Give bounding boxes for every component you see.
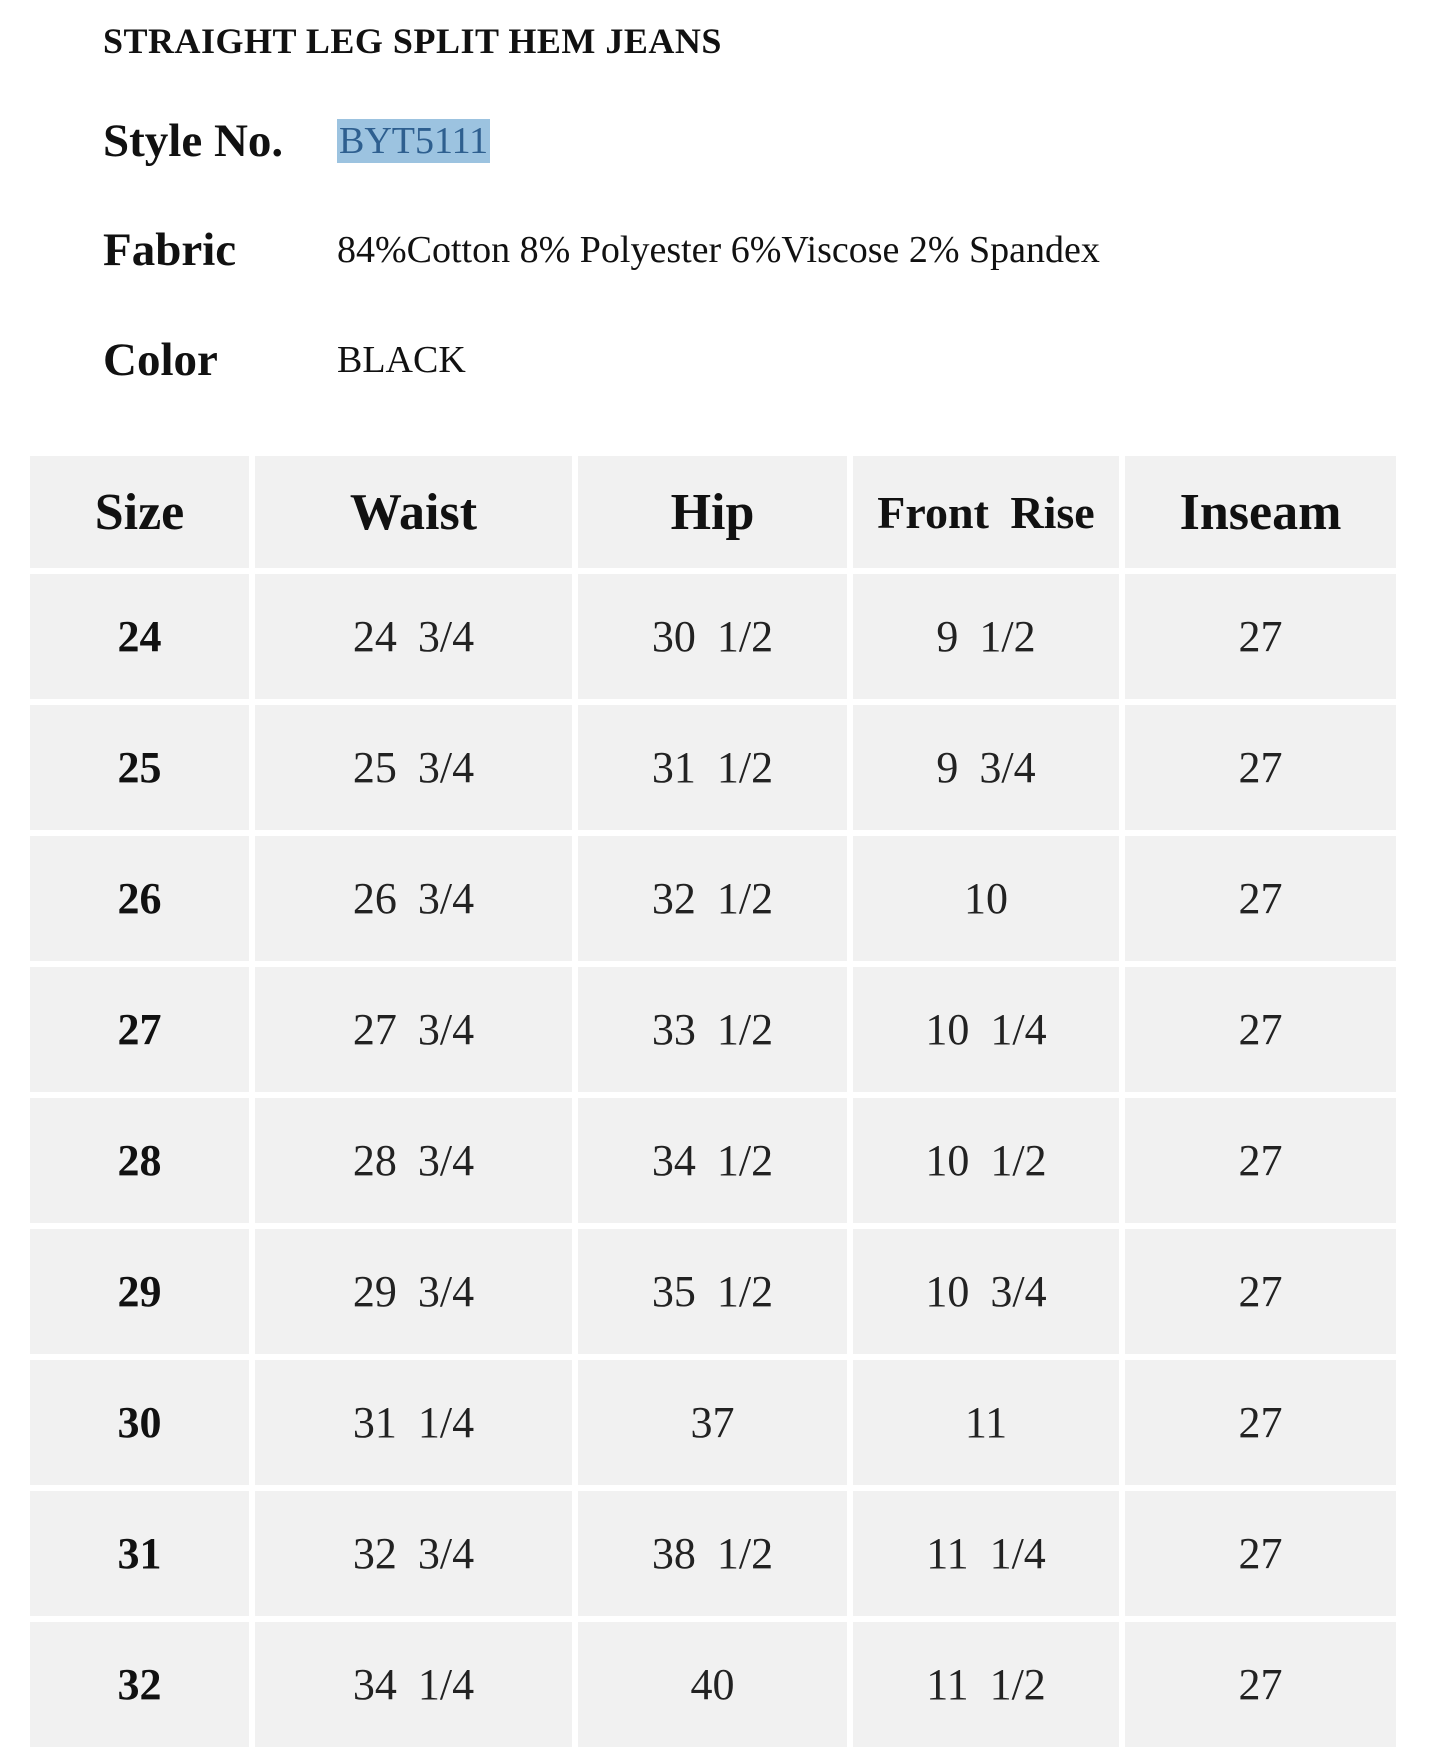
cell-hip: 34 1/2 <box>578 1098 847 1223</box>
cell-waist: 24 3/4 <box>255 574 572 699</box>
cell-inseam: 27 <box>1125 1491 1396 1616</box>
cell-size: 32 <box>30 1622 249 1747</box>
cell-hip: 31 1/2 <box>578 705 847 830</box>
cell-front-rise: 10 <box>853 836 1119 961</box>
cell-hip: 30 1/2 <box>578 574 847 699</box>
cell-waist: 26 3/4 <box>255 836 572 961</box>
cell-waist: 31 1/4 <box>255 1360 572 1485</box>
style-no-label: Style No. <box>103 115 284 167</box>
cell-size: 25 <box>30 705 249 830</box>
header-inseam: Inseam <box>1125 456 1396 568</box>
size-chart-table: Size Waist Hip Front Rise Inseam 24 24 3/… <box>30 456 1396 1747</box>
cell-size: 27 <box>30 967 249 1092</box>
cell-inseam: 27 <box>1125 1098 1396 1223</box>
cell-hip: 33 1/2 <box>578 967 847 1092</box>
header-size: Size <box>30 456 249 568</box>
style-no-value[interactable]: BYT5111 <box>337 119 491 163</box>
cell-front-rise: 10 1/4 <box>853 967 1119 1092</box>
cell-inseam: 27 <box>1125 705 1396 830</box>
cell-hip: 37 <box>578 1360 847 1485</box>
cell-waist: 34 1/4 <box>255 1622 572 1747</box>
cell-front-rise: 11 1/2 <box>853 1622 1119 1747</box>
cell-hip: 40 <box>578 1622 847 1747</box>
cell-front-rise: 10 1/2 <box>853 1098 1119 1223</box>
header-waist: Waist <box>255 456 572 568</box>
cell-front-rise: 11 1/4 <box>853 1491 1119 1616</box>
header-front-rise: Front Rise <box>853 456 1119 568</box>
cell-front-rise: 11 <box>853 1360 1119 1485</box>
cell-size: 30 <box>30 1360 249 1485</box>
cell-front-rise: 10 3/4 <box>853 1229 1119 1354</box>
cell-inseam: 27 <box>1125 574 1396 699</box>
cell-inseam: 27 <box>1125 1622 1396 1747</box>
fabric-label: Fabric <box>103 224 237 276</box>
cell-waist: 32 3/4 <box>255 1491 572 1616</box>
cell-hip: 32 1/2 <box>578 836 847 961</box>
cell-size: 24 <box>30 574 249 699</box>
color-label: Color <box>103 334 218 386</box>
style-no-row: Style No. BYT5111 <box>103 111 491 171</box>
cell-inseam: 27 <box>1125 967 1396 1092</box>
fabric-row: Fabric 84%Cotton 8% Polyester 6%Viscose … <box>103 220 1100 280</box>
cell-waist: 28 3/4 <box>255 1098 572 1223</box>
cell-front-rise: 9 1/2 <box>853 574 1119 699</box>
cell-hip: 38 1/2 <box>578 1491 847 1616</box>
cell-size: 31 <box>30 1491 249 1616</box>
cell-inseam: 27 <box>1125 1360 1396 1485</box>
product-title: STRAIGHT LEG SPLIT HEM JEANS <box>103 21 722 61</box>
cell-waist: 25 3/4 <box>255 705 572 830</box>
cell-front-rise: 9 3/4 <box>853 705 1119 830</box>
cell-waist: 29 3/4 <box>255 1229 572 1354</box>
cell-size: 26 <box>30 836 249 961</box>
cell-size: 28 <box>30 1098 249 1223</box>
header-hip: Hip <box>578 456 847 568</box>
cell-waist: 27 3/4 <box>255 967 572 1092</box>
cell-inseam: 27 <box>1125 1229 1396 1354</box>
color-value: BLACK <box>337 339 466 381</box>
cell-inseam: 27 <box>1125 836 1396 961</box>
color-row: Color BLACK <box>103 330 466 390</box>
fabric-value: 84%Cotton 8% Polyester 6%Viscose 2% Span… <box>337 229 1100 271</box>
cell-hip: 35 1/2 <box>578 1229 847 1354</box>
cell-size: 29 <box>30 1229 249 1354</box>
